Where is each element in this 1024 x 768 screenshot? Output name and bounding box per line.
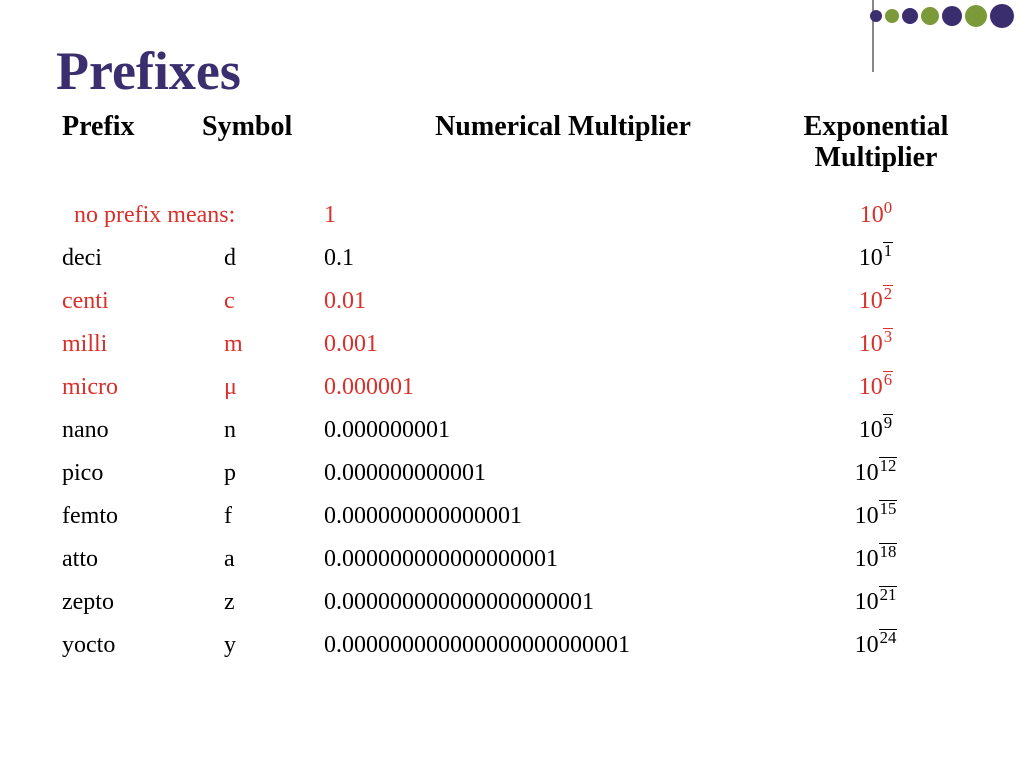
exp-base: 10 — [859, 245, 883, 271]
cell-prefix: deci — [56, 235, 196, 278]
exp-power: 6 — [883, 370, 893, 389]
no-prefix-label: no prefix means: — [74, 202, 235, 228]
cell-symbol: m — [196, 321, 316, 364]
cell-prefix: pico — [56, 450, 196, 493]
cell-numerical: 0.000000001 — [316, 407, 776, 450]
cell-prefix: yocto — [56, 622, 196, 665]
table-row: femtof0.0000000000000011015 — [56, 493, 976, 536]
table-row: centic0.01102 — [56, 278, 976, 321]
cell-prefix: centi — [56, 278, 196, 321]
table-row: attoa0.0000000000000000011018 — [56, 536, 976, 579]
cell-prefix: zepto — [56, 579, 196, 622]
cell-exponential: 1018 — [776, 536, 976, 579]
cell-exponential: 103 — [776, 321, 976, 364]
decor-dot — [921, 7, 939, 25]
cell-numerical: 0.000000000000001 — [316, 493, 776, 536]
cell-prefix: atto — [56, 536, 196, 579]
cell-exponential: 1015 — [776, 493, 976, 536]
cell-symbol: d — [196, 235, 316, 278]
exp-power: 9 — [883, 413, 893, 432]
exp-power: 15 — [879, 499, 898, 518]
cell-symbol: μ — [196, 364, 316, 407]
cell-numerical: 0.01 — [316, 278, 776, 321]
decor-dot — [870, 10, 882, 22]
cell-prefix: femto — [56, 493, 196, 536]
decor-dot — [990, 4, 1014, 28]
header-numerical: Numerical Multiplier — [316, 108, 776, 192]
cell-symbol: y — [196, 622, 316, 665]
cell-numerical: 0.001 — [316, 321, 776, 364]
decor-dot — [942, 6, 962, 26]
decor-dot — [902, 8, 918, 24]
cell-exponential: 1024 — [776, 622, 976, 665]
exp-power: 18 — [879, 542, 898, 561]
cell-symbol: z — [196, 579, 316, 622]
header-prefix: Prefix — [56, 108, 196, 192]
exp-power: 3 — [883, 327, 893, 346]
slide-content: Prefixes Prefix Symbol Numerical Multipl… — [0, 0, 1024, 665]
cell-symbol: p — [196, 450, 316, 493]
cell-symbol: a — [196, 536, 316, 579]
exp-base: 10 — [859, 374, 883, 400]
cell-prefix: micro — [56, 364, 196, 407]
cell-symbol: c — [196, 278, 316, 321]
table-row: nanon0.000000001109 — [56, 407, 976, 450]
decor-dot — [965, 5, 987, 27]
cell-exponential: 106 — [776, 364, 976, 407]
header-symbol: Symbol — [196, 108, 316, 192]
exp-base: 10 — [859, 331, 883, 357]
no-prefix-exponential: 100 — [776, 192, 976, 235]
cell-numerical: 0.000000000000000000000001 — [316, 622, 776, 665]
cell-numerical: 0.1 — [316, 235, 776, 278]
table-header-row: Prefix Symbol Numerical Multiplier Expon… — [56, 108, 976, 192]
no-prefix-numerical: 1 — [316, 192, 776, 235]
cell-symbol: f — [196, 493, 316, 536]
cell-prefix: milli — [56, 321, 196, 364]
prefix-table: Prefix Symbol Numerical Multiplier Expon… — [56, 108, 976, 665]
table-row: millim0.001103 — [56, 321, 976, 364]
table-row: microμ0.000001106 — [56, 364, 976, 407]
cell-numerical: 0.000000000001 — [316, 450, 776, 493]
exp-base: 10 — [859, 417, 883, 443]
exp-base: 10 — [855, 546, 879, 572]
exp-power: 0 — [884, 198, 892, 217]
exp-base: 10 — [860, 202, 884, 228]
exp-power: 24 — [879, 628, 898, 647]
header-exponential: Exponential Multiplier — [776, 108, 976, 192]
exp-base: 10 — [859, 288, 883, 314]
page-title: Prefixes — [56, 40, 976, 102]
cell-numerical: 0.000000000000000001 — [316, 536, 776, 579]
decor-dot — [885, 9, 899, 23]
cell-exponential: 1012 — [776, 450, 976, 493]
cell-exponential: 101 — [776, 235, 976, 278]
cell-numerical: 0.000000000000000000001 — [316, 579, 776, 622]
cell-numerical: 0.000001 — [316, 364, 776, 407]
table-row: decid0.1101 — [56, 235, 976, 278]
exp-base: 10 — [855, 503, 879, 529]
cell-exponential: 109 — [776, 407, 976, 450]
cell-exponential: 102 — [776, 278, 976, 321]
exp-base: 10 — [855, 460, 879, 486]
exp-power: 2 — [883, 284, 893, 303]
exp-power: 1 — [883, 241, 893, 260]
exp-power: 12 — [879, 456, 898, 475]
table-row: picop0.0000000000011012 — [56, 450, 976, 493]
exp-power: 21 — [879, 585, 898, 604]
table-row-noprefix: no prefix means: 1 100 — [56, 192, 976, 235]
cell-exponential: 1021 — [776, 579, 976, 622]
cell-symbol: n — [196, 407, 316, 450]
table-row: yoctoy0.0000000000000000000000011024 — [56, 622, 976, 665]
decor-dots — [867, 4, 1014, 28]
cell-prefix: nano — [56, 407, 196, 450]
exp-base: 10 — [855, 589, 879, 615]
table-row: zeptoz0.0000000000000000000011021 — [56, 579, 976, 622]
exp-base: 10 — [855, 632, 879, 658]
